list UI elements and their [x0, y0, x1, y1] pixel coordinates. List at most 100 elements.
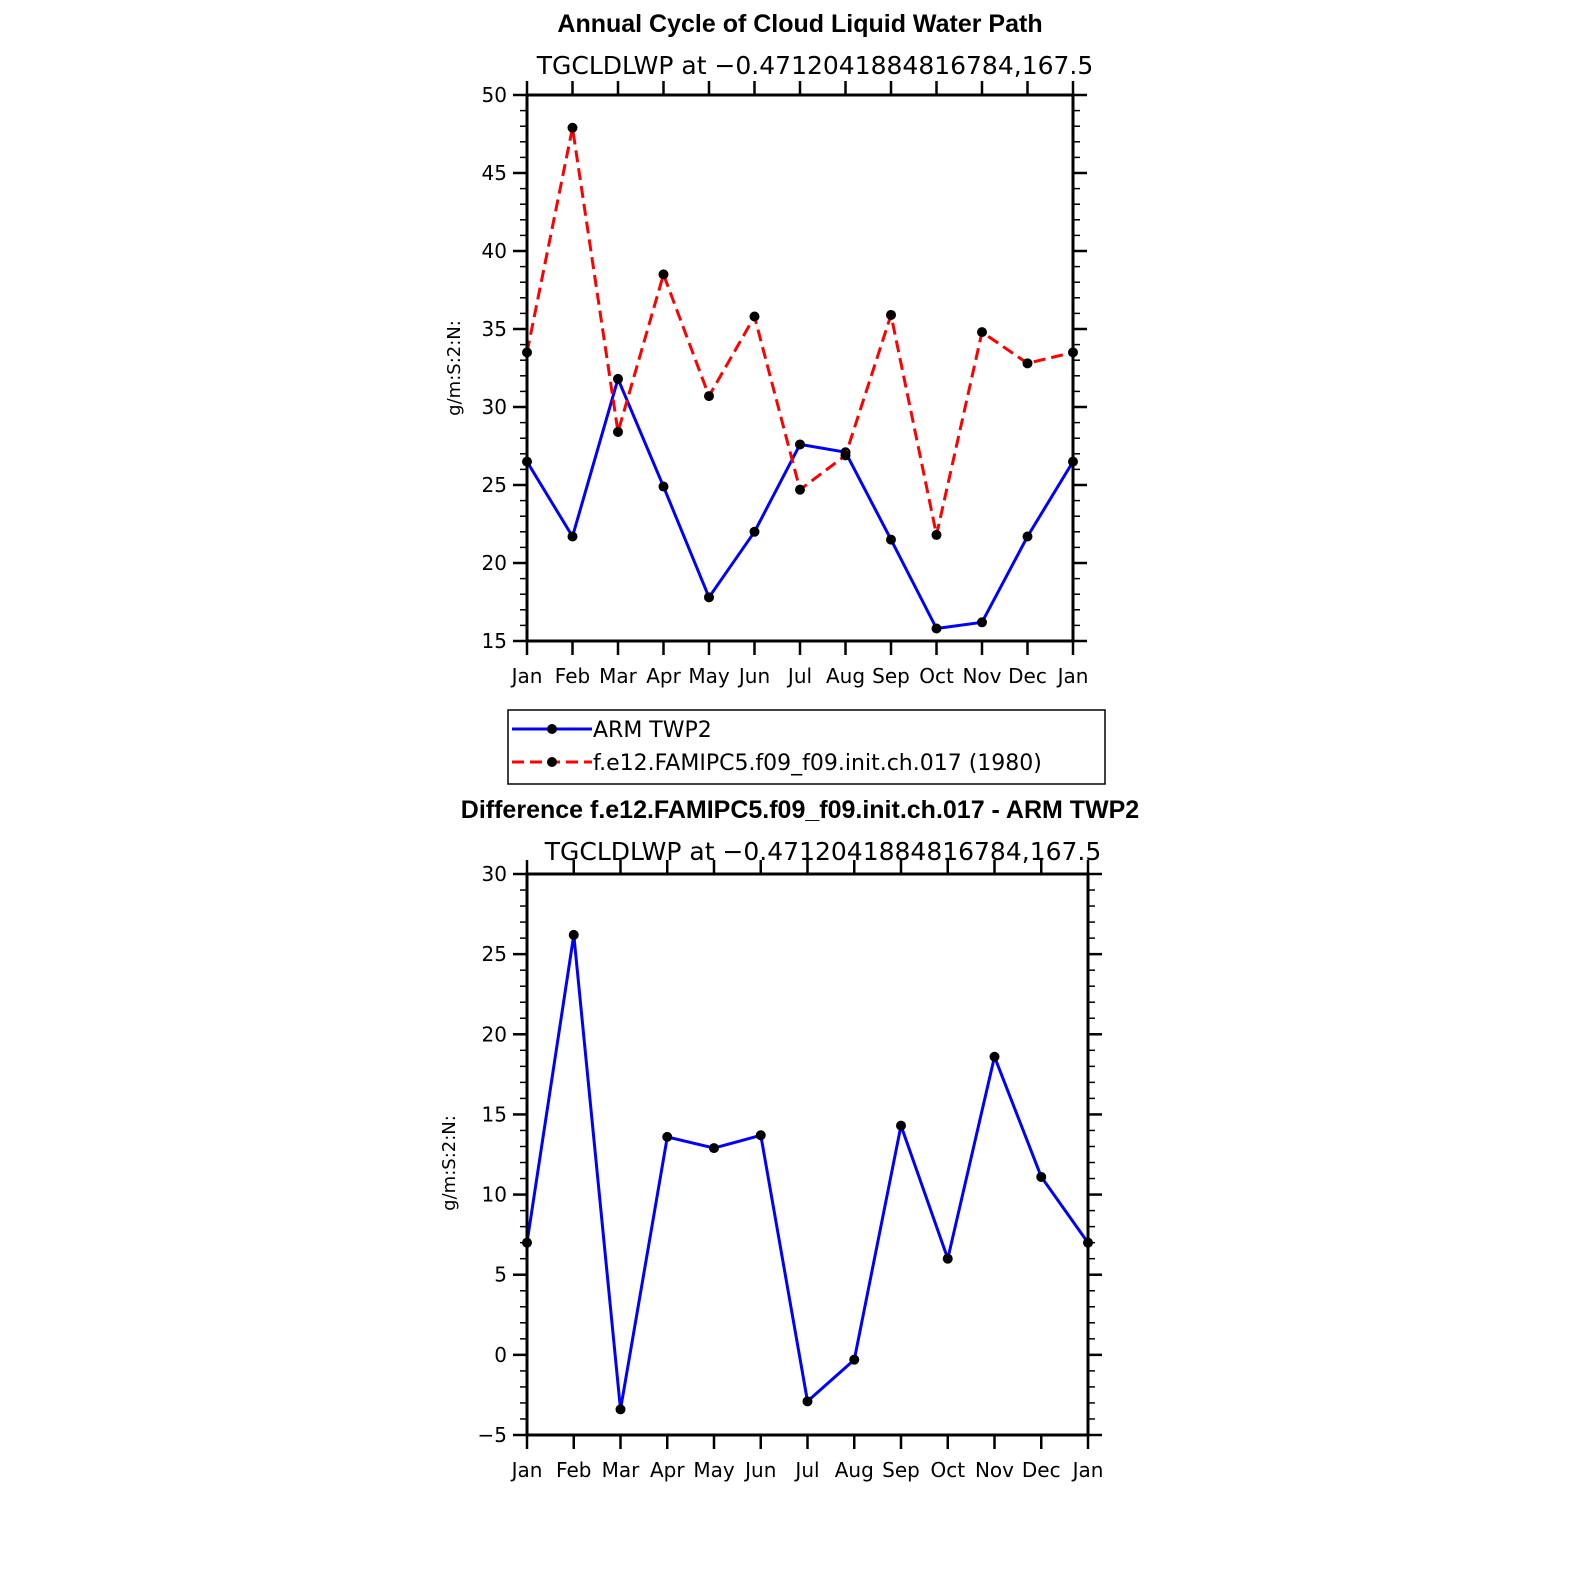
- x-tick-label: Dec: [1022, 1458, 1061, 1482]
- y-tick-label: 15: [482, 1102, 507, 1126]
- x-tick-label: Sep: [872, 664, 910, 688]
- bottom-chart-subtitle: TGCLDLWP at −0.4712041884816784,167.5: [544, 837, 1102, 866]
- top-chart-subtitle: TGCLDLWP at −0.4712041884816784,167.5: [536, 51, 1094, 80]
- data-point-sep: [886, 534, 896, 545]
- y-tick-label: 20: [482, 551, 507, 575]
- data-point-mar: [613, 426, 623, 437]
- y-tick-label: 20: [482, 1022, 507, 1046]
- x-tick-label: Mar: [599, 664, 638, 688]
- series-line-difference: [525, 933, 1090, 1411]
- data-point-jun: [749, 526, 760, 537]
- x-tick-label: Aug: [835, 1458, 874, 1482]
- data-point-dec: [1022, 531, 1033, 542]
- bottom-x-tick-labels: Jan Feb Mar Apr May Jun Jul Aug Sep Oct Nov Dec Jan: [510, 1458, 1104, 1482]
- x-tick-label: Nov: [962, 664, 1001, 688]
- top-y-tick-labels: 15 20 25 30 35 40 45 50: [482, 83, 507, 653]
- x-tick-label: Feb: [555, 664, 590, 688]
- bottom-y-tick-labels: −5 0 5 10 15 20 25 30: [478, 862, 507, 1447]
- x-tick-label: Jun: [743, 1458, 776, 1482]
- y-tick-label: 40: [482, 239, 507, 263]
- x-tick-label: May: [693, 1458, 735, 1482]
- x-tick-label: May: [688, 664, 730, 688]
- data-point-aug: [849, 1354, 860, 1365]
- data-point-aug: [840, 450, 851, 461]
- y-tick-label: 35: [482, 317, 507, 341]
- legend-marker-arm-twp2: [547, 724, 557, 734]
- y-tick-label: −5: [478, 1423, 507, 1447]
- legend-box: [507, 709, 1106, 785]
- bottom-axis-ticks: [513, 860, 1102, 1449]
- data-point-may: [704, 391, 714, 402]
- data-point-jun: [749, 311, 760, 322]
- x-tick-label: Jul: [793, 1458, 819, 1482]
- data-point-dec: [1022, 358, 1033, 369]
- x-tick-label: Jan: [510, 1458, 543, 1482]
- y-tick-label: 25: [482, 473, 507, 497]
- x-tick-label: Oct: [930, 1458, 965, 1482]
- y-tick-label: 10: [482, 1183, 507, 1207]
- x-tick-label: Oct: [919, 664, 954, 688]
- data-point-mar: [615, 1404, 626, 1415]
- data-point-feb: [567, 531, 578, 542]
- data-point-apr: [658, 481, 669, 492]
- legend-marker-model: [547, 757, 557, 767]
- series-line-arm: [525, 377, 1075, 630]
- y-tick-label: 30: [482, 395, 507, 419]
- data-point-sep: [886, 309, 896, 320]
- x-tick-label: Sep: [882, 1458, 920, 1482]
- top-plot-frame: [525, 93, 1075, 643]
- x-tick-label: Apr: [650, 1458, 685, 1482]
- x-tick-label: Jan: [1056, 664, 1089, 688]
- x-tick-label: Jul: [786, 664, 812, 688]
- top-panel: Annual Cycle of Cloud Liquid Water Path …: [444, 10, 1093, 688]
- x-tick-label: Feb: [556, 1458, 591, 1482]
- top-chart-title: Annual Cycle of Cloud Liquid Water Path: [557, 10, 1042, 38]
- x-tick-label: Jan: [1071, 1458, 1104, 1482]
- top-y-axis-label: g/m:S:2:N:: [444, 320, 465, 416]
- data-point-jun: [755, 1130, 766, 1141]
- legend-label-arm-twp2: ARM TWP2: [593, 718, 712, 743]
- x-tick-label: Mar: [602, 1458, 641, 1482]
- data-point-jul: [795, 439, 805, 450]
- data-point-dec: [1036, 1171, 1047, 1182]
- x-tick-label: Dec: [1008, 664, 1047, 688]
- bottom-chart-title: Difference f.e12.FAMIPC5.f09_f09.init.ch…: [461, 796, 1139, 824]
- y-tick-label: 50: [482, 83, 507, 107]
- legend-item-model: f.e12.FAMIPC5.f09_f09.init.ch.017 (1980): [512, 751, 1042, 776]
- data-point-apr: [662, 1131, 673, 1142]
- y-tick-label: 5: [494, 1263, 507, 1287]
- x-tick-label: Aug: [826, 664, 865, 688]
- y-tick-label: 30: [482, 862, 507, 886]
- y-tick-label: 45: [482, 161, 507, 185]
- legend: ARM TWP2 f.e12.FAMIPC5.f09_f09.init.ch.0…: [507, 709, 1106, 785]
- x-tick-label: Apr: [646, 664, 681, 688]
- series-line-fe12famipc5f09f09initch017: [525, 126, 1074, 537]
- y-tick-label: 0: [494, 1343, 507, 1367]
- data-point-apr: [658, 269, 669, 280]
- data-point-mar: [613, 373, 623, 384]
- data-point-jul: [802, 1396, 813, 1407]
- data-point-nov: [977, 617, 987, 628]
- data-point-may: [704, 592, 714, 603]
- bottom-plot-frame: [525, 872, 1090, 1437]
- legend-label-model: f.e12.FAMIPC5.f09_f09.init.ch.017 (1980): [593, 751, 1042, 776]
- top-series-layer: [522, 122, 1078, 634]
- y-tick-label: 15: [482, 629, 507, 653]
- data-point-sep: [896, 1120, 906, 1131]
- y-tick-label: 25: [482, 942, 507, 966]
- data-point-nov: [989, 1051, 1000, 1062]
- top-x-tick-labels: Jan Feb Mar Apr May Jun Jul Aug Sep Oct Nov Dec Jan: [510, 664, 1089, 688]
- data-point-oct: [931, 623, 942, 634]
- x-tick-label: Nov: [975, 1458, 1014, 1482]
- data-point-nov: [977, 327, 987, 338]
- bottom-series-layer: [522, 929, 1093, 1415]
- data-point-feb: [567, 122, 578, 133]
- data-point-jul: [795, 484, 805, 495]
- x-tick-label: Jun: [737, 664, 770, 688]
- top-axis-ticks: [513, 81, 1087, 655]
- data-point-oct: [931, 529, 942, 540]
- x-tick-label: Jan: [510, 664, 543, 688]
- bottom-y-axis-label: g/m:S:2:N:: [439, 1115, 460, 1211]
- bottom-panel: Difference f.e12.FAMIPC5.f09_f09.init.ch…: [439, 796, 1139, 1482]
